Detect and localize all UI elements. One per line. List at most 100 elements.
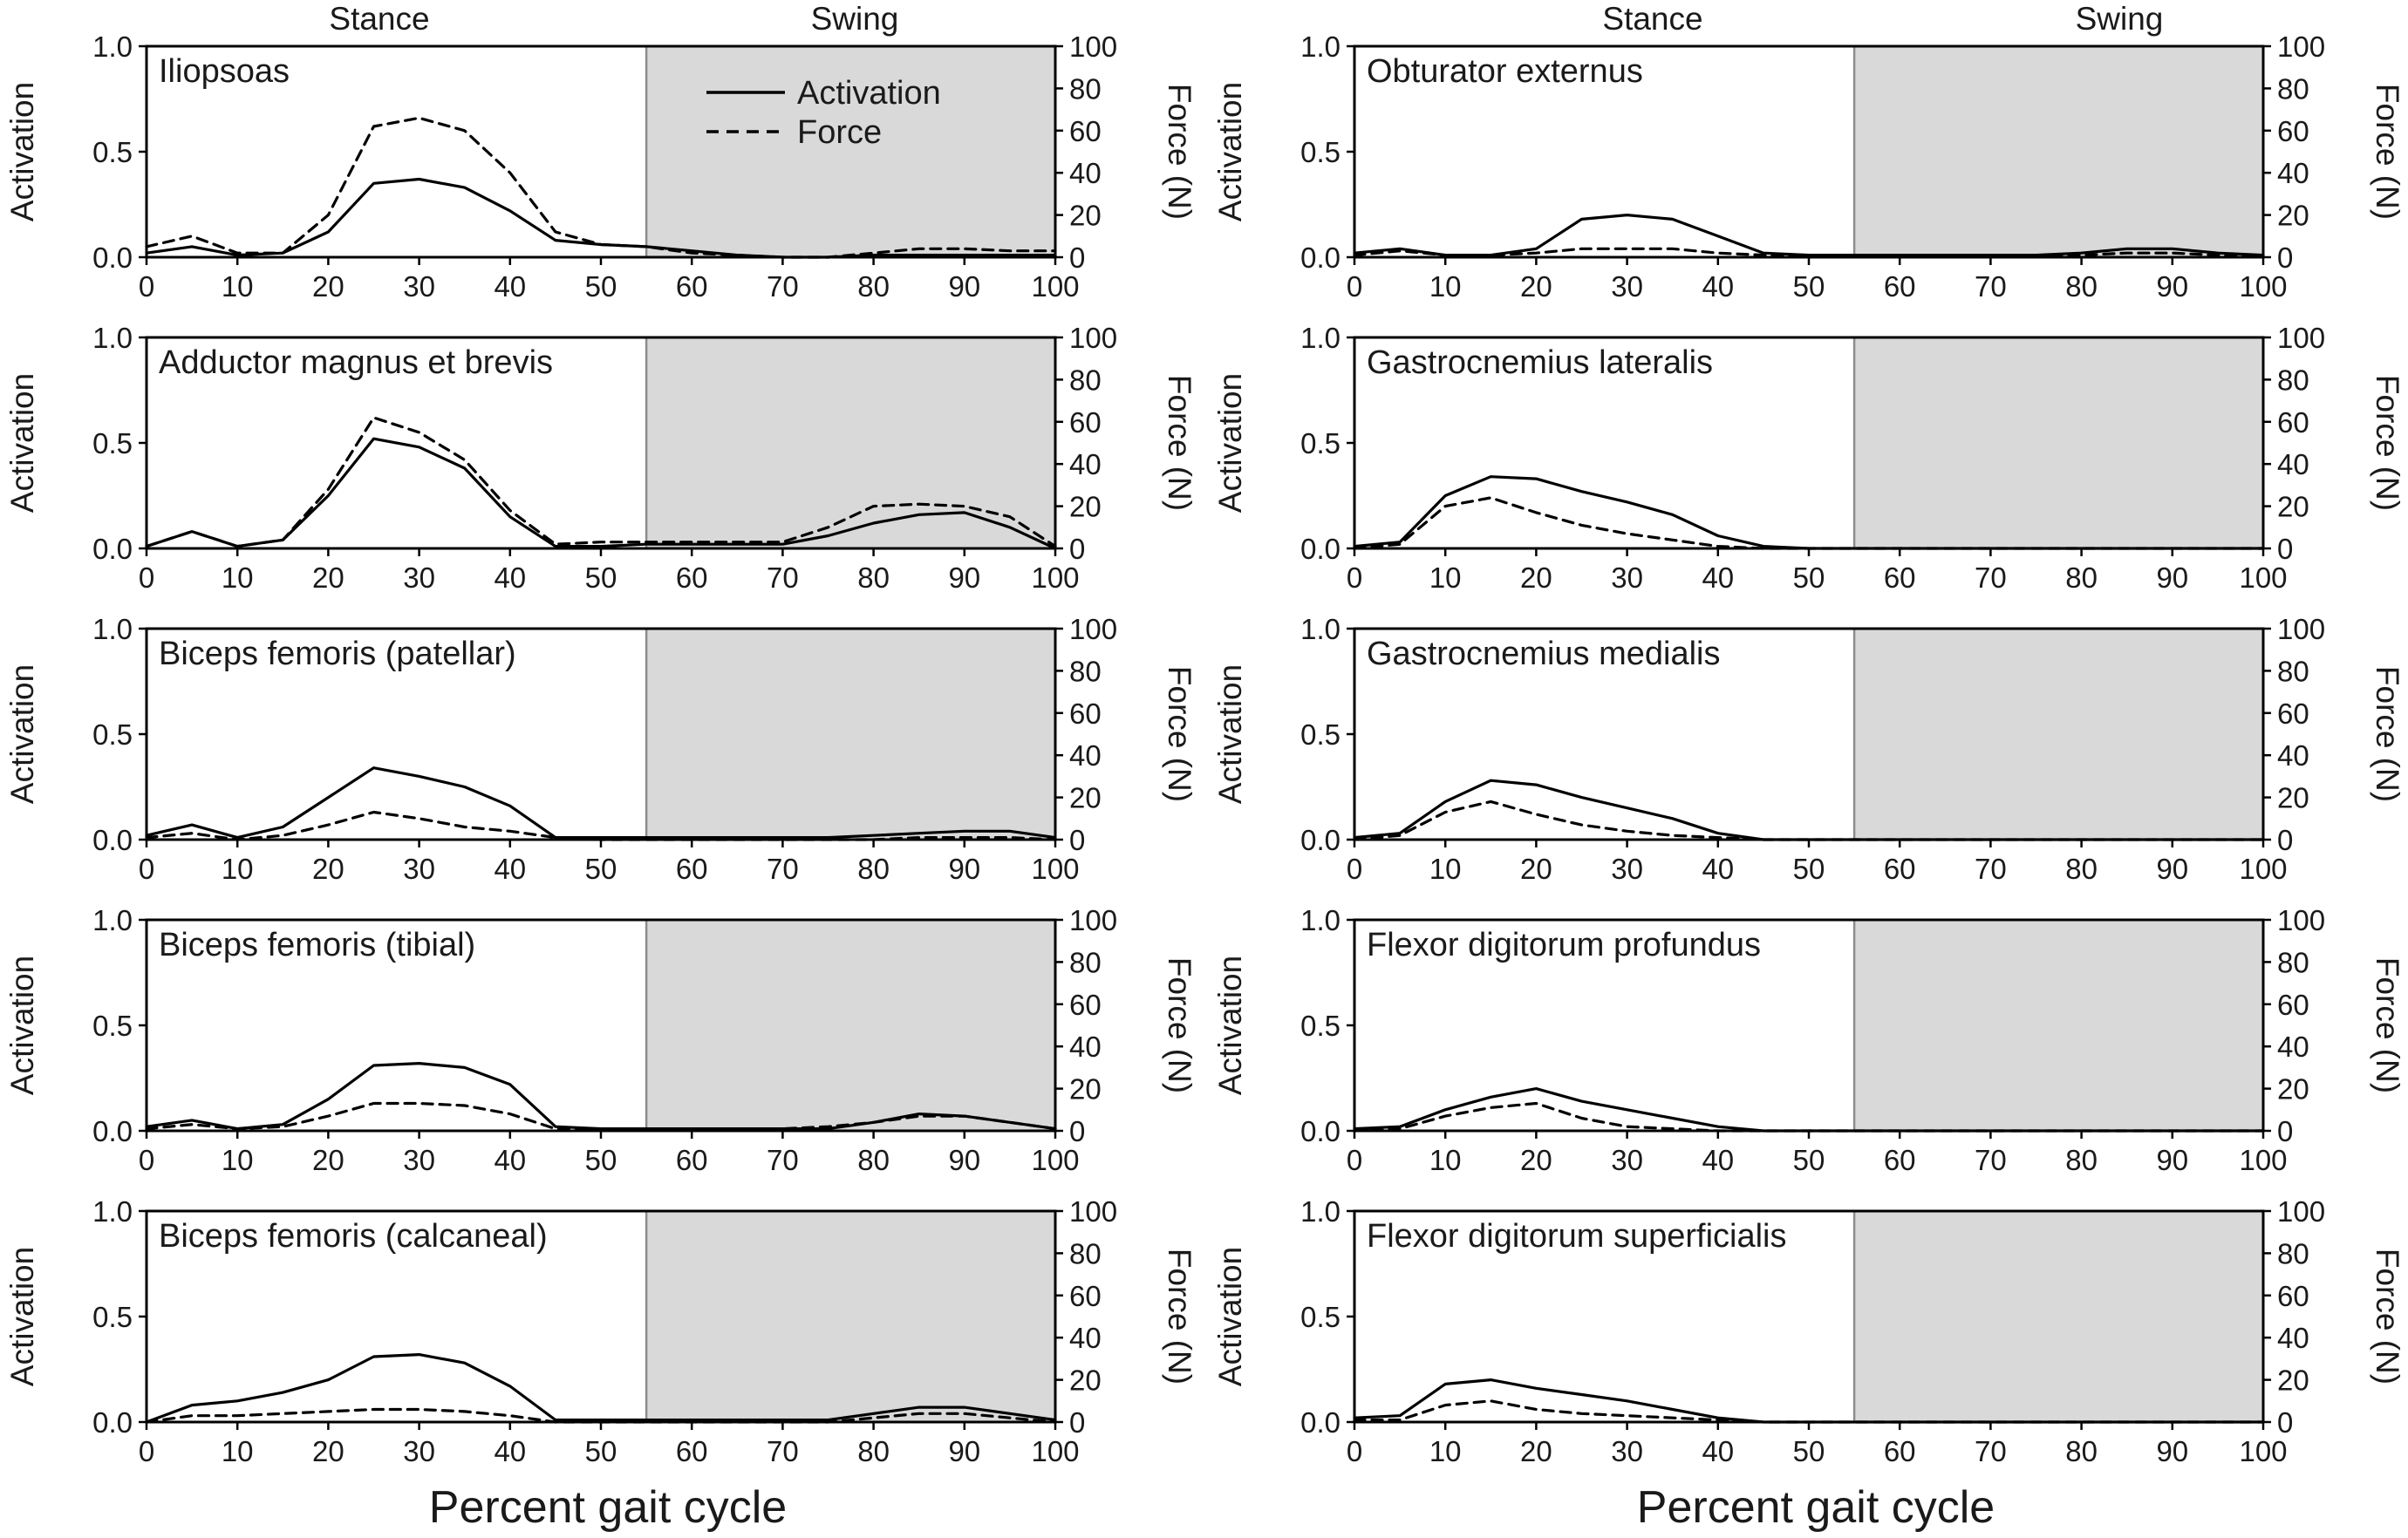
- activation-line: [145, 1352, 1057, 1424]
- left-y-tick-label: 0.5: [92, 718, 133, 751]
- x-tick-label: 30: [1611, 270, 1643, 303]
- legend-activation-label: Activation: [797, 75, 941, 112]
- x-tick-label: 50: [585, 1435, 617, 1467]
- x-tick-label: 100: [1031, 270, 1079, 303]
- right-y-tick-label: 40: [1069, 1322, 1102, 1354]
- left-y-tick-label: 0.5: [92, 1301, 133, 1333]
- right-y-tick-label: 60: [1069, 989, 1102, 1021]
- right-y-tick-label: 60: [2277, 1280, 2309, 1312]
- x-tick-label: 60: [1884, 1435, 1916, 1467]
- right-y-tick-label: 40: [1069, 448, 1102, 480]
- left-y-tick-label: 0.5: [92, 427, 133, 459]
- x-tick-label: 70: [1975, 270, 2007, 303]
- left-y-tick-label: 0.0: [92, 824, 133, 856]
- left-axis-title: Activation: [1212, 1247, 1248, 1386]
- panel-title: Gastrocnemius medialis: [1367, 636, 1720, 672]
- right-y-tick-label: 80: [2277, 946, 2309, 978]
- swing-region: [1854, 1211, 2263, 1422]
- right-y-tick-label: 0: [2277, 533, 2293, 565]
- x-tick-label: 30: [403, 1435, 435, 1467]
- activation-line: [145, 437, 1057, 550]
- right-y-tick-label: 40: [2277, 739, 2309, 772]
- x-tick-label: 100: [2239, 270, 2287, 303]
- x-tick-label: 60: [676, 1435, 708, 1467]
- x-tick-label: 80: [2065, 1435, 2098, 1467]
- x-tick-label: 40: [494, 270, 526, 303]
- right-y-tick-label: 60: [2277, 989, 2309, 1021]
- x-tick-label: 80: [2065, 1144, 2098, 1176]
- x-tick-label: 30: [403, 561, 435, 594]
- left-axis-title: Activation: [4, 956, 40, 1095]
- left-y-tick-label: 0.0: [92, 1406, 133, 1439]
- right-y-tick-label: 60: [2277, 406, 2309, 439]
- activation-line: [145, 766, 1057, 840]
- panel-title: Biceps femoris (patellar): [159, 636, 516, 672]
- right-y-tick-label: 20: [2277, 491, 2309, 523]
- force-line: [145, 1407, 1057, 1424]
- x-tick-label: 10: [222, 270, 254, 303]
- x-tick-label: 30: [403, 853, 435, 885]
- left-axis-title: Activation: [4, 82, 40, 221]
- x-tick-label: 0: [139, 561, 154, 594]
- x-tick-label: 70: [767, 270, 799, 303]
- right-y-tick-label: 0: [1069, 1115, 1085, 1147]
- right-y-tick-label: 20: [1069, 782, 1102, 814]
- x-tick-label: 30: [403, 270, 435, 303]
- left-axis-title: Activation: [1212, 956, 1248, 1095]
- x-tick-label: 0: [1347, 270, 1362, 303]
- right-y-tick-label: 20: [1069, 491, 1102, 523]
- x-tick-label: 70: [767, 561, 799, 594]
- x-tick-label: 60: [676, 1144, 708, 1176]
- right-y-tick-label: 80: [1069, 655, 1102, 687]
- right-y-tick-label: 100: [2277, 1195, 2325, 1228]
- x-tick-label: 90: [948, 853, 980, 885]
- x-tick-label: 70: [1975, 1435, 2007, 1467]
- x-tick-label: 30: [403, 1144, 435, 1176]
- x-tick-label: 20: [312, 1144, 344, 1176]
- left-y-tick-label: 1.0: [92, 322, 133, 354]
- right-axis-title: Force (N): [2370, 666, 2405, 802]
- x-axis-title-left: Percent gait cycle: [429, 1482, 787, 1533]
- left-y-tick-label: 0.0: [92, 1115, 133, 1147]
- left-y-tick-label: 0.5: [1300, 1301, 1340, 1333]
- right-y-tick-label: 0: [2277, 242, 2293, 274]
- x-tick-label: 20: [312, 853, 344, 885]
- force-line: [145, 1101, 1057, 1131]
- x-tick-label: 100: [1031, 561, 1079, 594]
- x-tick-label: 40: [1702, 1435, 1734, 1467]
- left-y-tick-label: 1.0: [1300, 31, 1340, 63]
- x-tick-label: 0: [1347, 853, 1362, 885]
- right-y-tick-label: 100: [1069, 322, 1117, 354]
- x-tick-label: 10: [222, 853, 254, 885]
- x-tick-label: 20: [1520, 270, 1552, 303]
- x-tick-label: 60: [1884, 1144, 1916, 1176]
- x-tick-label: 60: [1884, 853, 1916, 885]
- right-y-tick-label: 100: [1069, 31, 1117, 63]
- x-tick-label: 0: [139, 270, 154, 303]
- right-y-tick-label: 80: [2277, 1237, 2309, 1269]
- x-tick-label: 30: [1611, 1435, 1643, 1467]
- x-tick-label: 40: [494, 1144, 526, 1176]
- x-tick-label: 50: [1793, 1144, 1825, 1176]
- x-tick-label: 70: [767, 1435, 799, 1467]
- panel-title: Biceps femoris (calcaneal): [159, 1218, 548, 1255]
- x-tick-label: 90: [2156, 1435, 2188, 1467]
- x-tick-label: 0: [1347, 1435, 1362, 1467]
- x-tick-label: 0: [1347, 1144, 1362, 1176]
- left-axis-title: Activation: [4, 664, 40, 804]
- left-y-tick-label: 1.0: [92, 1195, 133, 1228]
- x-tick-label: 10: [1429, 853, 1462, 885]
- x-tick-label: 50: [585, 853, 617, 885]
- x-tick-label: 70: [767, 853, 799, 885]
- stance-label-left: Stance: [329, 1, 429, 37]
- x-tick-label: 10: [222, 561, 254, 594]
- right-y-tick-label: 0: [2277, 824, 2293, 856]
- x-tick-label: 40: [1702, 270, 1734, 303]
- x-tick-label: 40: [494, 1435, 526, 1467]
- right-y-tick-label: 40: [1069, 1031, 1102, 1063]
- x-tick-label: 20: [1520, 1435, 1552, 1467]
- right-y-tick-label: 60: [1069, 698, 1102, 730]
